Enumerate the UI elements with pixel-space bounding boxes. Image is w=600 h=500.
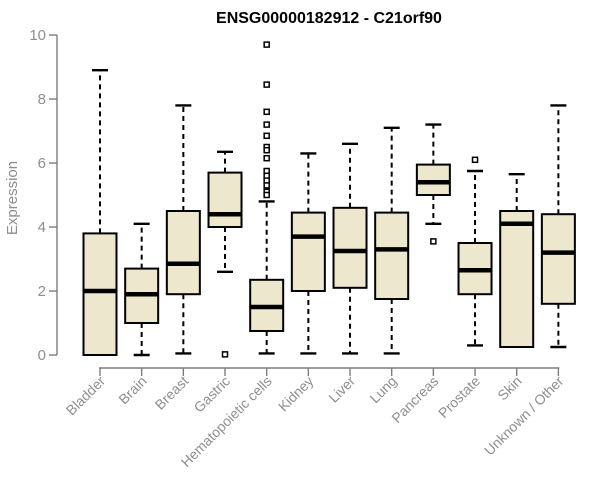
y-tick-label: 10 <box>29 27 46 44</box>
y-tick-label: 0 <box>38 347 46 364</box>
outlier-hematopoietic-cells <box>263 154 270 162</box>
outlier-hematopoietic-cells <box>263 41 270 48</box>
outlier-hematopoietic-cells <box>263 121 270 128</box>
box-liver <box>332 206 368 289</box>
y-tick-label: 6 <box>38 155 46 172</box>
box-gastric <box>207 171 243 229</box>
x-category-label-breast: Breast <box>152 373 192 413</box>
outlier-hematopoietic-cells <box>263 81 270 88</box>
y-tick-label: 4 <box>38 219 46 236</box>
outlier-hematopoietic-cells <box>263 182 270 189</box>
box-breast <box>165 210 201 296</box>
outlier-pancreas <box>430 238 437 245</box>
x-category-label-liver: Liver <box>325 373 358 406</box>
x-category-label-unknown-other: Unknown / Other <box>481 373 567 459</box>
box-lung <box>374 211 410 301</box>
y-tick-label: 2 <box>38 283 46 300</box>
x-category-label-prostate: Prostate <box>435 373 483 421</box>
outlier-gastric <box>221 351 229 358</box>
box-skin <box>499 210 535 348</box>
y-axis-title: Expression <box>4 161 21 235</box>
x-category-label-lung: Lung <box>366 373 399 406</box>
outlier-prostate <box>471 156 479 164</box>
x-category-label-bladder: Bladder <box>63 373 109 419</box>
box-pancreas <box>415 163 451 197</box>
x-category-label-brain: Brain <box>115 373 149 407</box>
chart-title: ENSG00000182912 - C21orf90 <box>216 10 442 27</box>
outlier-hematopoietic-cells <box>263 146 270 154</box>
outlier-hematopoietic-cells <box>263 132 270 140</box>
x-category-label-kidney: Kidney <box>275 373 317 415</box>
box-bladder <box>82 232 118 356</box>
box-unknown-other <box>540 213 576 305</box>
outlier-hematopoietic-cells <box>263 191 270 199</box>
box-kidney <box>290 211 326 293</box>
outlier-hematopoietic-cells <box>263 108 270 116</box>
y-tick-label: 8 <box>38 91 46 108</box>
x-category-label-skin: Skin <box>494 373 525 404</box>
